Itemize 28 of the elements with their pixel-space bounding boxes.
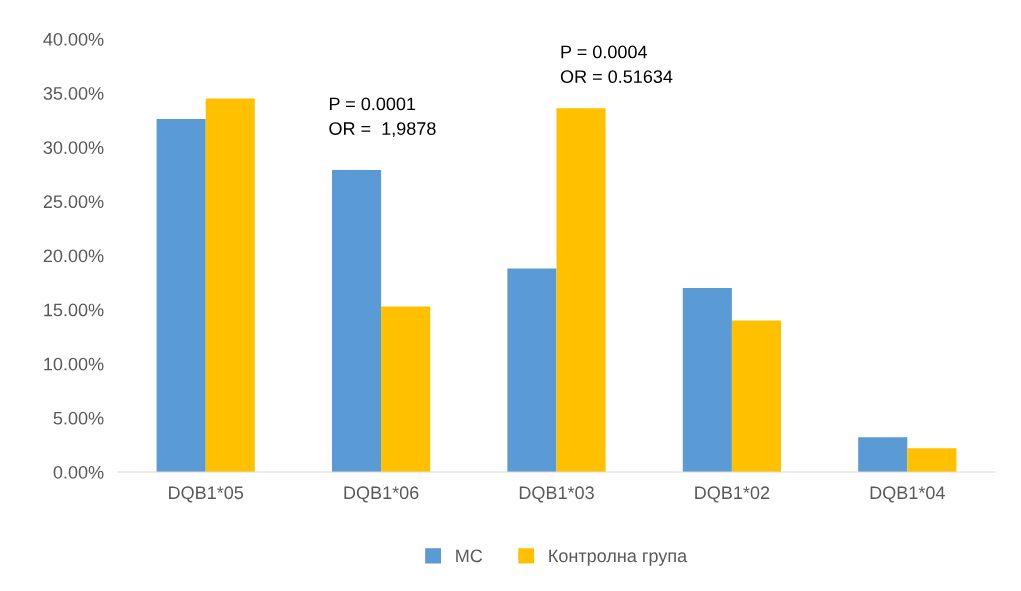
legend-label: МС — [456, 549, 483, 563]
x-tick-label: DQB1*06 — [344, 486, 419, 503]
bar — [731, 320, 782, 472]
y-tick-label: 20.00% — [43, 249, 104, 263]
annotation: P = 0.0001 OR = 1,9878 — [329, 97, 436, 138]
annotation: P = 0.0004 OR = 0.51634 — [560, 45, 673, 84]
x-tick-label: DQB1*02 — [695, 486, 770, 503]
y-tick-label: 30.00% — [43, 141, 104, 154]
bar — [907, 448, 957, 472]
bar — [507, 268, 557, 472]
bar — [331, 169, 382, 472]
bar — [381, 306, 431, 472]
bar — [682, 287, 732, 472]
y-tick-label: 25.00% — [43, 195, 104, 209]
y-tick-label: 35.00% — [43, 87, 104, 100]
bar — [858, 437, 908, 472]
y-tick-label: 5.00% — [53, 411, 104, 425]
y-tick-label: 40.00% — [43, 32, 104, 46]
bar — [556, 108, 606, 472]
x-tick-label: DQB1*03 — [519, 486, 594, 503]
bar — [156, 119, 206, 472]
bar — [205, 98, 255, 472]
y-tick-label: 0.00% — [53, 465, 104, 479]
x-tick-label: DQB1*04 — [870, 486, 945, 503]
y-tick-label: 15.00% — [44, 303, 104, 317]
y-tick-label: 10.00% — [44, 357, 104, 371]
legend-label: Контролна група — [549, 549, 688, 566]
x-tick-label: DQB1*05 — [169, 486, 244, 503]
